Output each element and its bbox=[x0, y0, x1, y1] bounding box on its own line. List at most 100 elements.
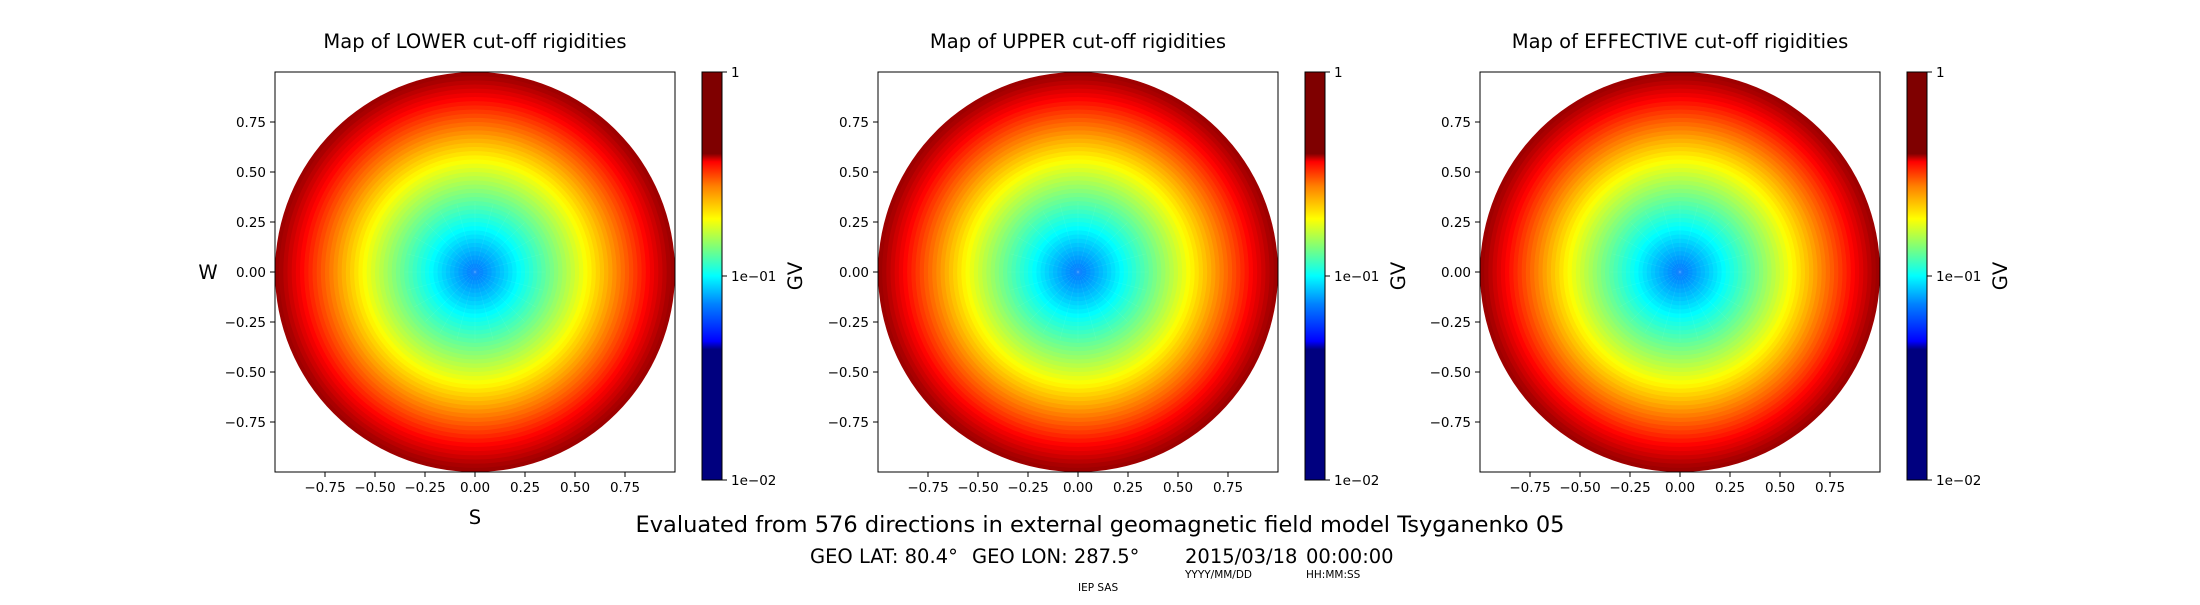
colorbar-tick-label: 1 bbox=[731, 65, 740, 81]
y-tick-label: 0.75 bbox=[839, 115, 869, 131]
date-format-label: YYYY/MM/DD bbox=[1185, 569, 1253, 581]
direction-spoke bbox=[1679, 211, 1716, 273]
y-tick-label: −0.50 bbox=[225, 365, 266, 381]
direction-spoke bbox=[414, 271, 476, 308]
direction-spoke bbox=[1010, 253, 1079, 273]
direction-spoke bbox=[1059, 271, 1079, 340]
x-tick-label: −0.50 bbox=[354, 480, 395, 496]
direction-spoke bbox=[1661, 204, 1681, 273]
x-tick-label: 0.25 bbox=[1715, 480, 1745, 496]
direction-spoke bbox=[407, 253, 476, 273]
y-axis-label: W bbox=[198, 261, 217, 284]
y-tick-label: −0.25 bbox=[828, 315, 869, 331]
y-tick-label: 0.25 bbox=[236, 215, 266, 231]
direction-spoke bbox=[456, 271, 476, 340]
direction-spoke bbox=[1619, 271, 1681, 308]
chart-panel-3: −0.75 −0.50 −0.25 0.00 0.25 0.50 0.75 0.75 0.50 0… bbox=[1430, 30, 2012, 496]
direction-spoke bbox=[1679, 271, 1741, 308]
y-tick-label: −0.50 bbox=[1430, 365, 1471, 381]
direction-spoke bbox=[456, 204, 476, 273]
direction-spoke bbox=[1010, 271, 1079, 291]
x-tick-label: −0.25 bbox=[404, 480, 445, 496]
chart-panel-1: −0.75 −0.50 −0.25 0.00 0.25 0.50 0.75 0.75 0.50 0… bbox=[198, 30, 807, 529]
chart-title: Map of UPPER cut-off rigidities bbox=[930, 30, 1226, 53]
colorbar-tick-label: 1e−01 bbox=[1936, 269, 1981, 285]
x-tick-label: 0.00 bbox=[1665, 480, 1695, 496]
direction-spoke bbox=[1077, 271, 1114, 333]
direction-spoke bbox=[1077, 236, 1139, 273]
direction-spoke bbox=[1077, 211, 1114, 273]
y-tick-label: 0.25 bbox=[1441, 215, 1471, 231]
institution-label: IEP SAS bbox=[1078, 582, 1119, 594]
chart-title: Map of EFFECTIVE cut-off rigidities bbox=[1512, 30, 1849, 53]
y-tick-label: 0.00 bbox=[236, 265, 266, 281]
y-tick-label: 0.75 bbox=[236, 115, 266, 131]
direction-spoke bbox=[1679, 271, 1748, 291]
y-tick-label: −0.75 bbox=[828, 415, 869, 431]
y-tick-label: −0.25 bbox=[225, 315, 266, 331]
geo-info-row: GEO LAT: 80.4° GEO LON: 287.5° 2015/03/1… bbox=[0, 545, 2200, 605]
geo-longitude: GEO LON: 287.5° bbox=[972, 545, 1140, 568]
figure-caption: Evaluated from 576 directions in externa… bbox=[635, 512, 1565, 538]
direction-spoke bbox=[1644, 271, 1681, 333]
x-tick-label: 0.25 bbox=[1113, 480, 1143, 496]
direction-spoke bbox=[1042, 271, 1079, 333]
y-tick-label: 0.25 bbox=[839, 215, 869, 231]
colorbar bbox=[701, 71, 723, 481]
direction-spoke bbox=[474, 236, 536, 273]
direction-spoke bbox=[1059, 204, 1079, 273]
direction-spoke bbox=[439, 271, 476, 333]
contour-level bbox=[1675, 267, 1685, 277]
y-tick-label: 0.50 bbox=[236, 165, 266, 181]
direction-spoke bbox=[414, 236, 476, 273]
direction-spoke bbox=[1077, 271, 1139, 308]
direction-spoke bbox=[1077, 271, 1146, 291]
direction-spoke bbox=[474, 271, 511, 333]
colorbar-label: GV bbox=[1989, 261, 2012, 290]
direction-spoke bbox=[1077, 271, 1097, 340]
y-tick-label: −0.50 bbox=[828, 365, 869, 381]
direction-spoke bbox=[474, 253, 543, 273]
colorbar-tick-label: 1e−02 bbox=[731, 473, 776, 489]
y-tick-label: 0.75 bbox=[1441, 115, 1471, 131]
direction-spoke bbox=[474, 271, 525, 322]
geo-latitude: GEO LAT: 80.4° bbox=[810, 545, 958, 568]
y-tick-label: −0.75 bbox=[225, 415, 266, 431]
direction-spoke bbox=[1077, 271, 1128, 322]
y-tick-label: 0.00 bbox=[839, 265, 869, 281]
colorbar bbox=[1304, 71, 1326, 481]
x-tick-label: 0.50 bbox=[1765, 480, 1795, 496]
contour-level bbox=[1073, 267, 1083, 277]
direction-spoke bbox=[1661, 271, 1681, 340]
direction-spoke bbox=[474, 271, 543, 291]
x-tick-label: 0.50 bbox=[1163, 480, 1193, 496]
colorbar-label: GV bbox=[784, 261, 807, 290]
x-tick-label: −0.75 bbox=[1509, 480, 1550, 496]
direction-spoke bbox=[1077, 222, 1128, 273]
direction-spoke bbox=[474, 271, 494, 340]
direction-spoke bbox=[474, 211, 511, 273]
x-tick-label: 0.00 bbox=[460, 480, 490, 496]
direction-spoke bbox=[439, 211, 476, 273]
time-format-label: HH:MM:SS bbox=[1306, 569, 1361, 581]
contour-rings bbox=[878, 72, 1278, 472]
y-tick-label: −0.75 bbox=[1430, 415, 1471, 431]
direction-spoke bbox=[407, 271, 476, 291]
direction-spoke bbox=[1028, 271, 1079, 322]
direction-spoke bbox=[1679, 271, 1716, 333]
direction-spoke bbox=[1630, 222, 1681, 273]
direction-spoke bbox=[1644, 211, 1681, 273]
direction-spoke bbox=[425, 222, 476, 273]
x-tick-label: −0.50 bbox=[1559, 480, 1600, 496]
colorbar-tick-label: 1 bbox=[1334, 65, 1343, 81]
colorbar-tick-label: 1 bbox=[1936, 65, 1945, 81]
x-tick-label: 0.75 bbox=[610, 480, 640, 496]
direction-spoke bbox=[1679, 204, 1699, 273]
direction-spoke bbox=[425, 271, 476, 322]
direction-spoke bbox=[474, 271, 536, 308]
observation-date: 2015/03/18 bbox=[1185, 545, 1298, 568]
x-tick-label: −0.75 bbox=[907, 480, 948, 496]
direction-spoke bbox=[1679, 222, 1730, 273]
x-tick-label: 0.75 bbox=[1213, 480, 1243, 496]
